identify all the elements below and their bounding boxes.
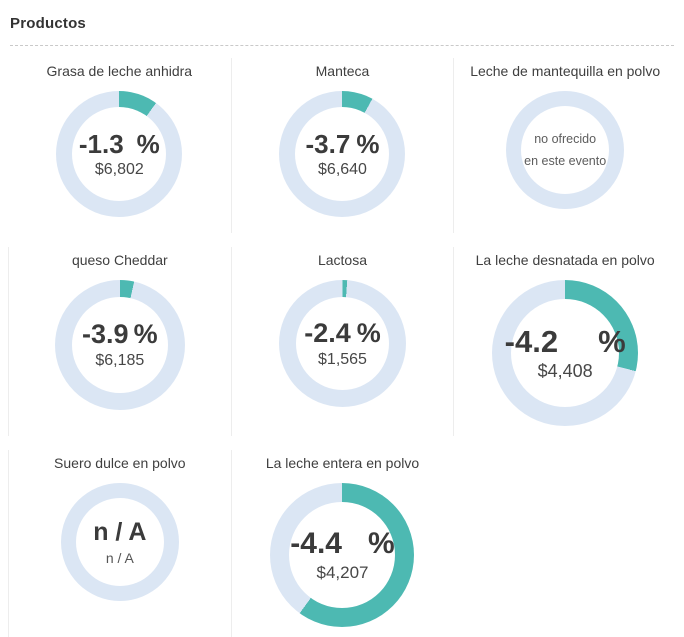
product-title: queso Cheddar	[71, 252, 168, 268]
percent-sign: %	[356, 317, 381, 348]
not-offered-status: no ofrecido en este evento	[524, 128, 606, 173]
na-price: n / A	[105, 549, 134, 566]
header: Productos	[8, 0, 676, 46]
page-title: Productos	[10, 15, 86, 32]
donut-chart: -4.2 % $4,408	[492, 280, 639, 426]
price-value: $6,640	[318, 160, 367, 178]
percent-value: -1.3	[78, 128, 124, 159]
percent-value: -4.2	[504, 324, 559, 359]
percent-sign: %	[367, 527, 395, 560]
product-card-lactosa: Lactosa -2.4 % $1,565	[230, 247, 454, 436]
na-value: n / A	[93, 517, 147, 546]
products-grid: Grasa de leche anhidra -1.3 % $6,802 Man…	[8, 58, 676, 637]
product-title: La leche entera en polvo	[265, 455, 420, 471]
donut-chart: -1.3 % $6,802	[56, 91, 183, 217]
percent-change: -2.4 %	[304, 317, 381, 348]
percent-change: -1.3 %	[79, 131, 160, 157]
donut-center: -2.4 % $1,565	[295, 297, 389, 390]
percent-sign: %	[136, 128, 160, 159]
donut-chart: n / A n / A	[60, 483, 179, 601]
donut-chart: -4.4 % $4,207	[270, 483, 415, 627]
product-card-suero-dulce-en-polvo: Suero dulce en polvo n / A n / A	[8, 450, 231, 637]
donut-chart: -2.4 % $1,565	[278, 280, 406, 407]
price-value: $1,565	[318, 350, 367, 368]
donut-center: no ofrecido en este evento	[521, 106, 610, 194]
donut-center: -4.2 % $4,408	[505, 299, 626, 407]
price-value: $6,185	[95, 352, 145, 369]
product-card-grasa-de-leche-anhidra: Grasa de leche anhidra -1.3 % $6,802	[8, 58, 231, 233]
percent-change: -4.2 %	[505, 326, 626, 357]
percent-change: -3.7 %	[306, 131, 380, 157]
percent-change: -4.4 %	[290, 529, 394, 559]
percent-value: -3.7	[305, 128, 351, 159]
product-card-leche-de-mantequilla-en-polvo: Leche de mantequilla en polvo no ofrecid…	[453, 58, 676, 233]
product-card-queso-cheddar: queso Cheddar -3.9 % $6,185	[8, 247, 231, 436]
header-divider	[10, 45, 674, 46]
status-line-2: en este evento	[524, 154, 607, 168]
percent-value: -4.4	[290, 527, 342, 560]
percent-value: -3.9	[82, 319, 129, 349]
percent-value: -2.4	[304, 317, 351, 348]
donut-center: -3.9 % $6,185	[71, 297, 168, 393]
donut-chart: -3.9 % $6,185	[54, 280, 185, 410]
percent-sign: %	[133, 319, 158, 349]
product-title: Grasa de leche anhidra	[46, 63, 193, 79]
percent-sign: %	[598, 324, 626, 359]
donut-chart: no ofrecido en este evento	[506, 91, 625, 209]
product-card-la-leche-entera-en-polvo: La leche entera en polvo -4.4 % $4,207	[230, 450, 454, 637]
donut-center: -4.4 % $4,207	[289, 502, 396, 608]
product-title: La leche desnatada en polvo	[475, 252, 655, 268]
price-value: $6,802	[94, 160, 144, 178]
product-title: Suero dulce en polvo	[54, 455, 186, 471]
product-title: Manteca	[315, 63, 370, 79]
empty-cell	[453, 450, 676, 637]
status-line-1: no ofrecido	[534, 131, 597, 146]
donut-center: n / A n / A	[75, 498, 164, 586]
donut-center: -3.7 % $6,640	[295, 107, 390, 201]
product-card-manteca: Manteca -3.7 % $6,640	[230, 58, 454, 233]
product-title: Lactosa	[317, 252, 368, 268]
donut-center: -1.3 % $6,802	[72, 107, 167, 201]
price-value: $4,408	[537, 361, 593, 381]
percent-sign: %	[356, 128, 380, 159]
price-value: $4,207	[316, 563, 369, 582]
donut-chart: -3.7 % $6,640	[279, 91, 406, 217]
percent-change: -3.9 %	[82, 321, 158, 348]
product-title: Leche de mantequilla en polvo	[470, 63, 661, 79]
product-card-la-leche-desnatada-en-polvo: La leche desnatada en polvo -4.2 % $4,40…	[453, 247, 676, 436]
